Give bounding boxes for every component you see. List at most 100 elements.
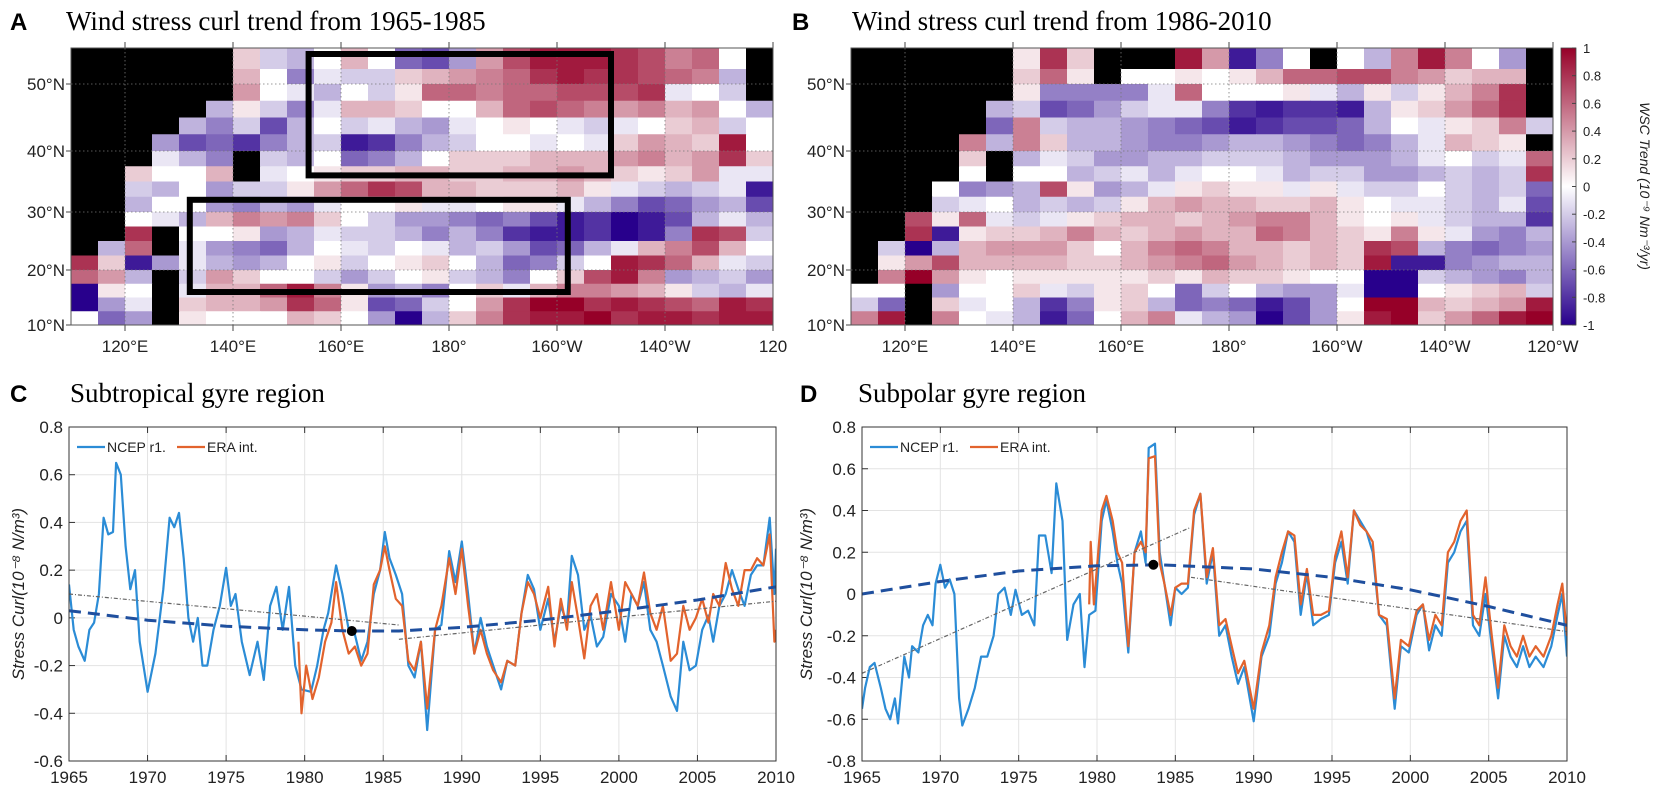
trend-cell	[1283, 270, 1311, 285]
trend-cell	[1148, 270, 1176, 285]
heatmap-cells	[71, 48, 773, 325]
land-cell	[152, 117, 180, 135]
trend-cell	[692, 69, 720, 85]
land-cell	[878, 212, 906, 227]
trend-cell	[1526, 226, 1553, 242]
trend-cell	[1472, 241, 1500, 256]
trend-cell	[611, 241, 639, 256]
trend-cell	[1472, 297, 1500, 312]
trend-cell	[476, 270, 504, 285]
trend-cell	[1310, 283, 1338, 298]
trend-cell	[1337, 226, 1365, 242]
trend-cell	[1121, 84, 1149, 102]
trend-cell	[1499, 297, 1527, 312]
trend-cell	[260, 166, 288, 182]
trend-cell	[1337, 134, 1365, 152]
trend-cell	[1472, 270, 1500, 285]
trend-cell	[1202, 48, 1230, 70]
trend-cell	[878, 241, 906, 256]
trend-cell	[611, 297, 639, 312]
trend-cell	[611, 166, 639, 182]
trend-cell	[449, 100, 477, 118]
trend-cell	[503, 151, 531, 167]
land-cell	[959, 84, 987, 102]
trend-cell	[1391, 100, 1419, 118]
trend-cell	[1499, 212, 1527, 227]
colorbar-tick-label: 1	[1583, 41, 1590, 56]
plot-content	[862, 442, 1567, 727]
trend-cell	[959, 283, 987, 298]
trend-cell	[1175, 297, 1203, 312]
trend-cell	[1283, 117, 1311, 135]
trend-cell	[395, 69, 423, 85]
trend-cell	[1040, 117, 1068, 135]
trend-cell	[1121, 226, 1149, 242]
trend-cell	[638, 48, 666, 70]
trend-cell	[179, 297, 207, 312]
land-cell	[152, 283, 180, 298]
trend-cell	[1013, 69, 1041, 85]
trend-cell	[1391, 134, 1419, 152]
trend-cell	[1067, 134, 1095, 152]
y-tick-label: -0.4	[34, 704, 63, 723]
land-cell	[905, 69, 933, 85]
trend-cell	[1040, 134, 1068, 152]
trend-cell	[530, 100, 558, 118]
trend-cell	[422, 100, 450, 118]
trend-cell	[341, 270, 369, 285]
latitude-tick-label: 10°N	[807, 316, 845, 335]
land-cell	[125, 84, 153, 102]
trend-cell	[1472, 283, 1500, 298]
trend-cell	[530, 270, 558, 285]
trend-cell	[719, 181, 747, 198]
trend-cell	[665, 311, 693, 325]
trend-cell	[1094, 270, 1122, 285]
colorbar-ticks: 1 0.8 0.6 0.4 0.2 0 -0.2 -0.4 -0.6 -0.8 -1	[1572, 41, 1605, 333]
land-cell	[986, 166, 1014, 182]
trend-cell	[1472, 100, 1500, 118]
trend-cell	[1229, 69, 1257, 85]
trend-cell	[638, 69, 666, 85]
trend-cell	[1310, 297, 1338, 312]
x-tick-label: 1995	[521, 768, 559, 787]
trend-cell	[260, 181, 288, 198]
trend-cell	[206, 166, 234, 182]
land-cell	[878, 48, 906, 70]
trend-cell	[1175, 311, 1203, 325]
trend-cell	[986, 241, 1014, 256]
trend-cell	[530, 181, 558, 198]
trend-cell	[476, 241, 504, 256]
trend-cell	[959, 196, 987, 213]
trend-cell	[1202, 166, 1230, 182]
longitude-tick-label: 120	[759, 337, 787, 356]
land-cell	[878, 100, 906, 118]
land-cell	[71, 226, 99, 242]
trend-cell	[1283, 255, 1311, 271]
trend-cell	[611, 48, 639, 70]
y-tick-label: 0.4	[39, 513, 63, 532]
trend-cell	[1013, 196, 1041, 213]
trend-cell	[1364, 181, 1392, 198]
trend-cell	[557, 181, 585, 198]
trend-cell	[611, 100, 639, 118]
trend-cell	[71, 311, 99, 325]
land-cell	[1310, 48, 1338, 70]
trend-cell	[986, 270, 1014, 285]
land-cell	[851, 270, 879, 285]
trend-cell	[1364, 226, 1392, 242]
trend-cell	[1229, 151, 1257, 167]
trend-cell	[1229, 196, 1257, 213]
longitude-tick-label: 160°W	[531, 337, 582, 356]
trend-cell	[638, 270, 666, 285]
trend-cell	[1337, 117, 1365, 135]
land-cell	[905, 151, 933, 167]
trend-cell	[932, 297, 960, 312]
trend-cell	[1499, 134, 1527, 152]
trend-cell	[1337, 84, 1365, 102]
land-cell	[71, 181, 99, 198]
trend-cell	[1202, 84, 1230, 102]
trend-cell	[1391, 241, 1419, 256]
land-cell	[905, 100, 933, 118]
trend-cell	[692, 151, 720, 167]
